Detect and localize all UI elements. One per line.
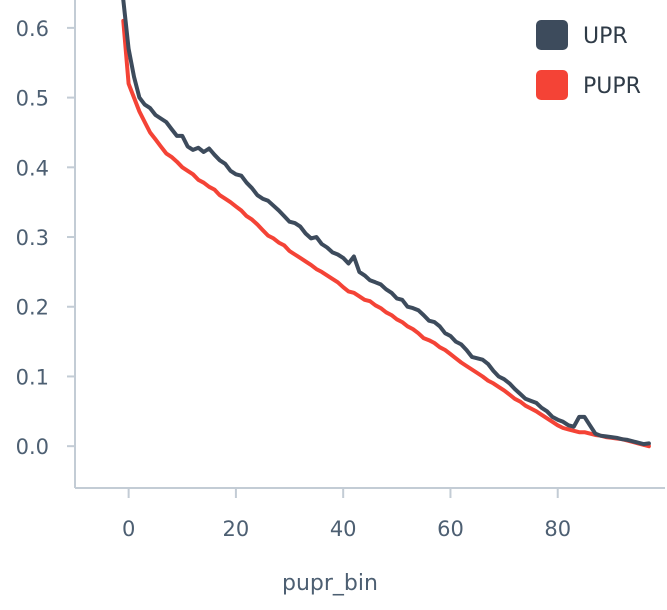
legend-label-pupr: PUPR <box>583 74 641 99</box>
y-tick-label: 0.3 <box>16 226 49 250</box>
series-line-pupr <box>121 18 651 449</box>
y-tick-label: 0.0 <box>16 435 49 459</box>
x-tick-label: 60 <box>437 517 464 541</box>
x-tick-label: 80 <box>544 517 571 541</box>
y-tick-label: 0.5 <box>16 87 49 111</box>
x-axis-label: pupr_bin <box>282 571 378 596</box>
legend-label-upr: UPR <box>583 24 628 49</box>
y-tick-label: 0.6 <box>16 17 49 41</box>
series-line-upr <box>121 0 651 447</box>
y-tick-label: 0.2 <box>16 296 49 320</box>
legend-swatch-upr <box>536 20 568 50</box>
legend-swatch-pupr <box>536 70 568 100</box>
x-tick-label: 40 <box>330 517 357 541</box>
x-tick-label: 0 <box>122 517 135 541</box>
y-tick-label: 0.1 <box>16 365 49 389</box>
y-tick-label: 0.4 <box>16 156 49 180</box>
x-tick-label: 20 <box>223 517 250 541</box>
